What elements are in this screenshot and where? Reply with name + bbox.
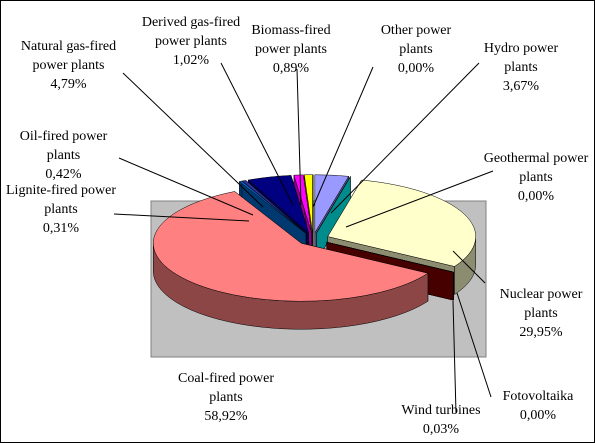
data-label: Nuclear power plants 29,95% <box>486 285 594 342</box>
slice-top <box>314 174 350 234</box>
data-label: Oil-fired power plants 0,42% <box>6 127 121 184</box>
category-label: Coal-fired power plants <box>177 371 275 405</box>
slice-top <box>247 175 310 234</box>
category-label: Biomass-fired power plants <box>251 23 331 57</box>
category-label: Oil-fired power plants <box>19 129 108 163</box>
category-label: Derived gas-fired power plants <box>141 15 241 49</box>
data-label: Derived gas-fired power plants 1,02% <box>141 13 241 70</box>
data-label: Lignite-fired power plants 0,31% <box>6 181 116 238</box>
value-label: 3,67% <box>502 79 540 94</box>
leader-line <box>345 170 494 228</box>
slice-top <box>241 180 307 234</box>
data-label: Fotovoltaika 0,00% <box>498 387 578 425</box>
category-label: Nuclear power plants <box>499 287 583 321</box>
value-label: 0,00% <box>519 408 557 423</box>
category-label: Hydro power plants <box>483 41 559 75</box>
value-label: 0,03% <box>422 422 460 437</box>
value-label: 0,42% <box>45 167 82 182</box>
slice-top <box>238 180 307 234</box>
category-label: Wind turbines <box>401 403 481 418</box>
leader-line <box>296 68 302 206</box>
category-label: Natural gas-fired power plants <box>20 39 117 73</box>
slice-top <box>316 176 351 234</box>
category-label: Fotovoltaika <box>502 389 574 404</box>
value-label: 29,95% <box>519 325 563 340</box>
value-label: 0,00% <box>517 189 555 204</box>
value-label: 0,00% <box>397 61 435 76</box>
value-label: 4,79% <box>50 77 87 92</box>
data-label: Wind turbines 0,03% <box>381 401 501 439</box>
leader-line <box>330 62 480 214</box>
leader-line <box>452 250 486 284</box>
value-label: 0,31% <box>42 221 80 236</box>
leader-line <box>220 62 294 206</box>
data-label: Biomass-fired power plants 0,89% <box>241 21 341 78</box>
data-label: Natural gas-fired power plants 4,79% <box>6 37 131 94</box>
leader-line <box>122 72 264 208</box>
leader-line <box>113 213 250 222</box>
slice-top <box>153 191 429 302</box>
slice-top <box>326 241 455 273</box>
category-label: Other power plants <box>380 23 452 57</box>
pie-slice <box>153 190 429 330</box>
data-label: Geothermal power plants 0,00% <box>481 149 591 206</box>
slice-top <box>327 179 476 267</box>
leader-line <box>452 300 457 414</box>
value-label: 58,92% <box>204 409 248 424</box>
data-label: Coal-fired power plants 58,92% <box>171 369 281 426</box>
leader-line <box>456 292 492 398</box>
leader-line <box>118 157 254 216</box>
category-label: Lignite-fired power plants <box>6 183 117 217</box>
data-label: Hydro power plants 3,67% <box>471 39 571 96</box>
leader-line <box>312 66 374 208</box>
category-label: Geothermal power plants <box>483 151 589 185</box>
value-label: 0,89% <box>272 61 310 76</box>
value-label: 1,02% <box>172 53 210 68</box>
slice-top <box>303 174 313 233</box>
data-label: Other power plants 0,00% <box>366 21 466 78</box>
slice-top <box>293 174 312 233</box>
